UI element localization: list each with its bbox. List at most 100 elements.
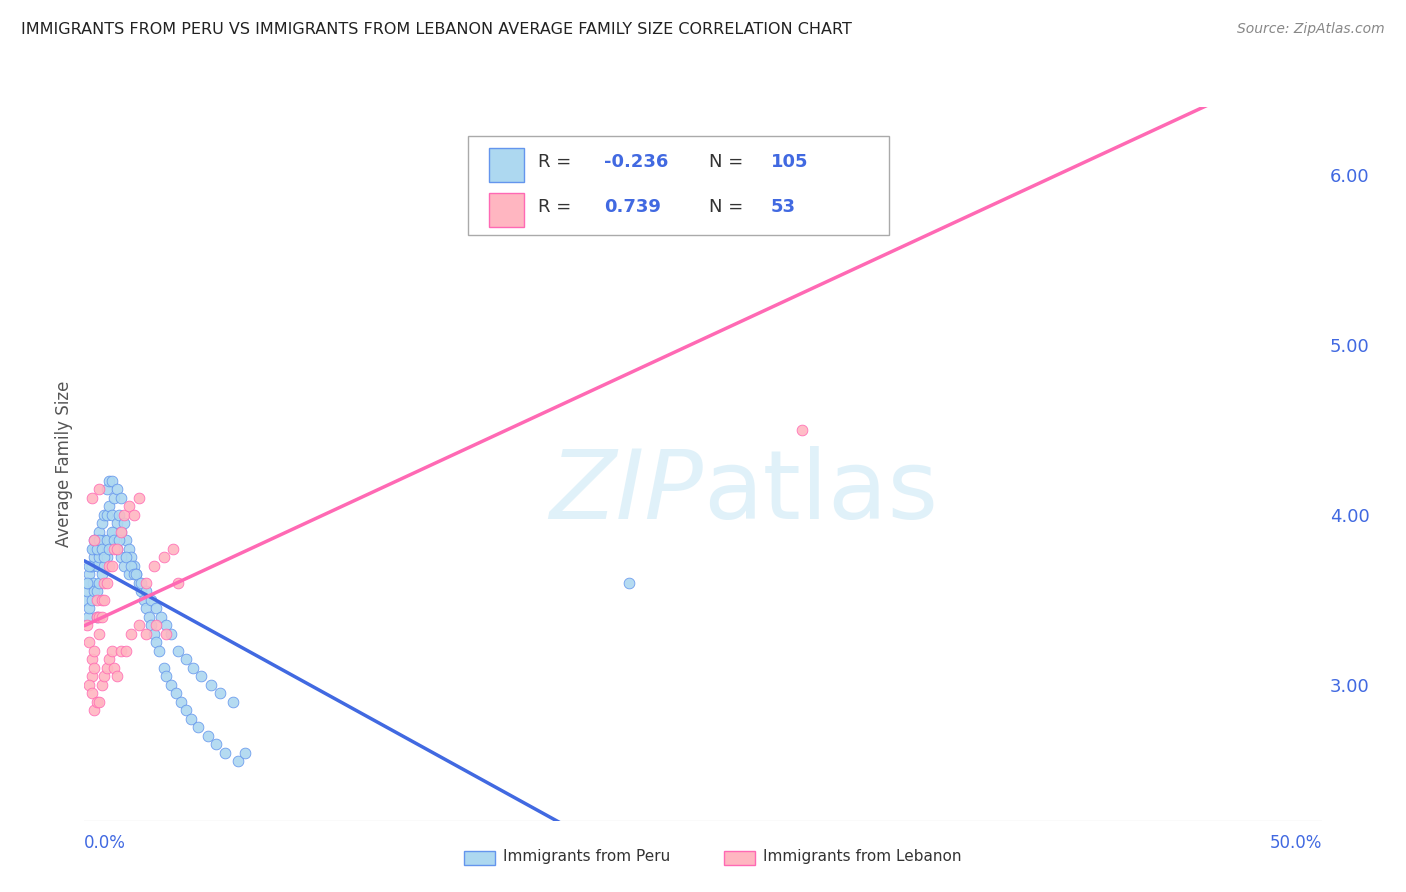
Point [86, 609, 108, 624]
Point [98, 541, 121, 556]
Point [90, 567, 112, 582]
Point [160, 678, 183, 692]
Point [155, 626, 177, 640]
Point [122, 508, 145, 522]
Point [77, 609, 100, 624]
Point [122, 558, 145, 573]
Point [83, 644, 105, 658]
Point [75, 592, 97, 607]
Point [80, 669, 103, 683]
Point [86, 609, 108, 624]
Point [83, 533, 105, 548]
Point [841, 151, 863, 165]
Point [105, 541, 128, 556]
Point [80, 491, 103, 505]
Point [110, 644, 132, 658]
Point [142, 626, 165, 640]
Point [110, 550, 132, 565]
Point [128, 575, 150, 590]
Point [90, 609, 112, 624]
Point [100, 558, 122, 573]
Point [152, 550, 174, 565]
Point [80, 592, 103, 607]
Text: Source: ZipAtlas.com: Source: ZipAtlas.com [1237, 22, 1385, 37]
Point [115, 533, 138, 548]
Point [110, 524, 132, 539]
Point [76, 584, 98, 599]
Point [148, 644, 170, 658]
Text: Immigrants from Peru: Immigrants from Peru [503, 849, 671, 863]
Point [98, 558, 121, 573]
Point [79, 558, 101, 573]
Point [105, 541, 128, 556]
Point [96, 575, 118, 590]
Point [98, 533, 121, 548]
Point [100, 474, 122, 488]
Point [125, 567, 148, 582]
Point [135, 584, 157, 599]
Point [187, 720, 209, 734]
Text: 53: 53 [770, 198, 796, 216]
Point [167, 644, 190, 658]
Point [80, 558, 103, 573]
Point [83, 584, 105, 599]
Point [145, 618, 167, 632]
Point [93, 669, 115, 683]
Text: 0.0%: 0.0% [84, 834, 127, 852]
Point [100, 524, 122, 539]
Point [145, 635, 167, 649]
Point [89, 695, 111, 709]
Point [84, 541, 107, 556]
Point [82, 575, 104, 590]
Point [79, 601, 101, 615]
Point [190, 669, 212, 683]
Point [112, 508, 135, 522]
Point [96, 533, 118, 548]
FancyBboxPatch shape [489, 148, 523, 182]
Point [118, 567, 141, 582]
Text: IMMIGRANTS FROM PERU VS IMMIGRANTS FROM LEBANON AVERAGE FAMILY SIZE CORRELATION : IMMIGRANTS FROM PERU VS IMMIGRANTS FROM … [21, 22, 852, 37]
Point [135, 575, 157, 590]
Point [86, 533, 108, 548]
Text: Immigrants from Lebanon: Immigrants from Lebanon [763, 849, 962, 863]
Point [105, 516, 128, 531]
Point [118, 500, 141, 514]
Point [181, 661, 204, 675]
Point [226, 754, 249, 768]
Point [83, 550, 105, 565]
Point [174, 652, 197, 666]
Point [90, 592, 112, 607]
Point [100, 644, 122, 658]
Point [93, 575, 115, 590]
Point [79, 678, 101, 692]
Point [93, 508, 115, 522]
Point [96, 661, 118, 675]
Point [83, 661, 105, 675]
Point [86, 592, 108, 607]
Text: R =: R = [538, 198, 583, 216]
Point [145, 601, 167, 615]
Point [141, 592, 163, 607]
Point [89, 533, 111, 548]
Point [79, 635, 101, 649]
Point [89, 609, 111, 624]
Text: N =: N = [709, 153, 744, 171]
Point [165, 686, 187, 700]
Text: 105: 105 [770, 153, 808, 171]
Point [197, 729, 219, 743]
Text: -0.236: -0.236 [605, 153, 668, 171]
Point [98, 652, 121, 666]
Point [180, 712, 202, 726]
Point [89, 575, 111, 590]
Point [83, 703, 105, 717]
Point [80, 686, 103, 700]
Point [93, 592, 115, 607]
Point [96, 483, 118, 497]
Text: N =: N = [709, 198, 744, 216]
Point [105, 483, 128, 497]
Y-axis label: Average Family Size: Average Family Size [55, 381, 73, 547]
Point [96, 550, 118, 565]
Text: ZIP: ZIP [550, 446, 703, 539]
Point [80, 541, 103, 556]
Point [135, 601, 157, 615]
